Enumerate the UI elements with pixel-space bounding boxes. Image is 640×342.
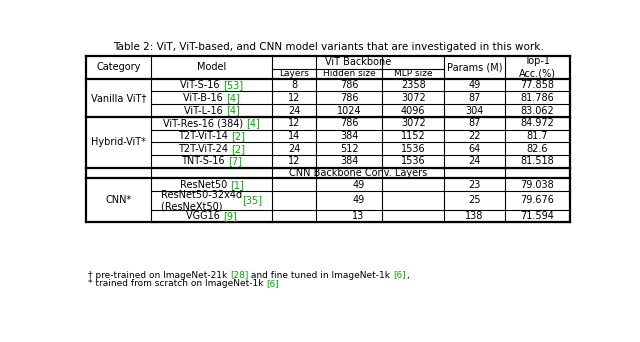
Text: 81.518: 81.518	[520, 156, 554, 166]
Text: 3072: 3072	[401, 93, 426, 103]
Text: [2]: [2]	[231, 131, 245, 141]
Text: 49: 49	[468, 80, 481, 90]
Text: [6]: [6]	[266, 279, 279, 288]
Text: 13: 13	[352, 211, 364, 221]
Text: Vanilla ViT†: Vanilla ViT†	[91, 93, 147, 103]
Text: 87: 87	[468, 118, 481, 128]
Text: [2]: [2]	[231, 144, 245, 154]
Text: 304: 304	[465, 106, 484, 116]
Text: 786: 786	[340, 93, 358, 103]
Text: Hidden size: Hidden size	[323, 69, 376, 78]
Text: 49: 49	[352, 180, 364, 190]
Text: [9]: [9]	[223, 211, 237, 221]
Text: [4]: [4]	[227, 93, 240, 103]
Text: 81.7: 81.7	[527, 131, 548, 141]
Text: T2T-ViT-24: T2T-ViT-24	[178, 144, 231, 154]
Text: 79.676: 79.676	[520, 195, 554, 206]
Text: 786: 786	[340, 118, 358, 128]
Text: † pre-trained on ImageNet-21k: † pre-trained on ImageNet-21k	[88, 271, 230, 280]
Text: [4]: [4]	[226, 106, 239, 116]
Text: Top-1
Acc.(%): Top-1 Acc.(%)	[519, 56, 556, 78]
Text: 24: 24	[288, 106, 300, 116]
Text: and fine tuned in ImageNet-1k: and fine tuned in ImageNet-1k	[248, 271, 393, 280]
Text: VGG16: VGG16	[186, 211, 223, 221]
Text: [35]: [35]	[243, 195, 262, 206]
Text: ViT Backbone: ViT Backbone	[325, 57, 391, 67]
Text: [1]: [1]	[230, 180, 244, 190]
Text: 12: 12	[288, 93, 300, 103]
Text: Params (M): Params (M)	[447, 62, 502, 72]
Text: Layers: Layers	[279, 69, 309, 78]
Text: ResNet50-32x4d
(ResNeXt50): ResNet50-32x4d (ResNeXt50)	[161, 189, 243, 211]
Text: TNT-S-16: TNT-S-16	[181, 156, 228, 166]
Text: 2358: 2358	[401, 80, 426, 90]
Text: T2T-ViT-14: T2T-ViT-14	[179, 131, 231, 141]
Text: 81.786: 81.786	[520, 93, 554, 103]
Text: [53]: [53]	[223, 80, 243, 90]
Text: Table 2: ViT, ViT-based, and CNN model variants that are investigated in this wo: Table 2: ViT, ViT-based, and CNN model v…	[113, 42, 543, 52]
Text: 12: 12	[288, 156, 300, 166]
Text: CNN*: CNN*	[106, 195, 132, 206]
Text: 71.594: 71.594	[520, 211, 554, 221]
Text: 1536: 1536	[401, 144, 426, 154]
Text: Model: Model	[197, 62, 227, 72]
Text: [7]: [7]	[228, 156, 242, 166]
Text: 384: 384	[340, 156, 358, 166]
Text: 384: 384	[340, 131, 358, 141]
Text: [28]: [28]	[230, 271, 248, 280]
Text: 82.6: 82.6	[527, 144, 548, 154]
Text: ResNet50: ResNet50	[180, 180, 230, 190]
Text: 14: 14	[288, 131, 300, 141]
Text: 3072: 3072	[401, 118, 426, 128]
Text: 24: 24	[288, 144, 300, 154]
Text: ViT-B-16: ViT-B-16	[184, 93, 227, 103]
Text: MLP size: MLP size	[394, 69, 433, 78]
Text: 1024: 1024	[337, 106, 362, 116]
Text: [4]: [4]	[246, 118, 260, 128]
Text: 786: 786	[340, 80, 358, 90]
Text: 79.038: 79.038	[520, 180, 554, 190]
Text: 138: 138	[465, 211, 484, 221]
Text: 49: 49	[352, 195, 364, 206]
Text: 25: 25	[468, 195, 481, 206]
Text: ViT-Res-16 (384): ViT-Res-16 (384)	[163, 118, 246, 128]
Text: 77.858: 77.858	[520, 80, 554, 90]
Text: 8: 8	[291, 80, 298, 90]
Text: 87: 87	[468, 93, 481, 103]
Text: 22: 22	[468, 131, 481, 141]
Text: 83.062: 83.062	[520, 106, 554, 116]
Text: CNN Backbone Conv. Layers: CNN Backbone Conv. Layers	[289, 168, 428, 178]
Text: [6]: [6]	[393, 271, 406, 280]
Text: 23: 23	[468, 180, 481, 190]
Text: 4096: 4096	[401, 106, 426, 116]
Text: Hybrid-ViT*: Hybrid-ViT*	[92, 137, 146, 147]
Text: 512: 512	[340, 144, 358, 154]
Text: 12: 12	[288, 118, 300, 128]
Text: ,: ,	[406, 271, 408, 280]
Text: Category: Category	[97, 62, 141, 72]
Text: 84.972: 84.972	[520, 118, 554, 128]
Text: ViT-S-16: ViT-S-16	[180, 80, 223, 90]
Text: 1536: 1536	[401, 156, 426, 166]
Text: 24: 24	[468, 156, 481, 166]
Text: 1152: 1152	[401, 131, 426, 141]
Text: * trained from scratch on ImageNet-1k: * trained from scratch on ImageNet-1k	[88, 279, 266, 288]
Text: ViT-L-16: ViT-L-16	[184, 106, 226, 116]
Text: 64: 64	[468, 144, 481, 154]
